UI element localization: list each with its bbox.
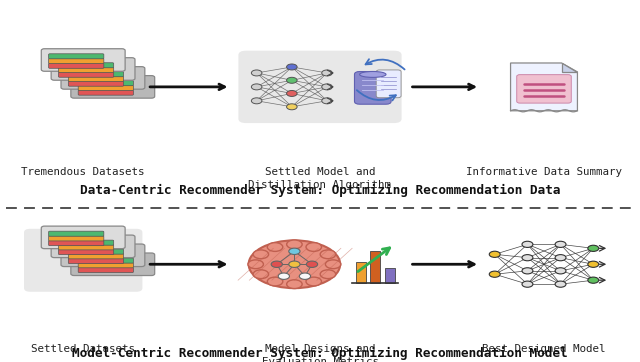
Text: Model Designs and
Evaluation Metrics: Model Designs and Evaluation Metrics [262,344,378,362]
Circle shape [322,70,332,76]
Circle shape [287,280,302,289]
Circle shape [306,243,321,251]
FancyBboxPatch shape [78,85,133,90]
Text: Informative Data Summary: Informative Data Summary [466,167,622,177]
FancyBboxPatch shape [68,76,124,81]
Circle shape [289,261,300,268]
Polygon shape [511,63,577,111]
FancyBboxPatch shape [41,49,125,71]
Circle shape [306,277,321,286]
Circle shape [287,64,297,70]
FancyBboxPatch shape [49,54,104,59]
Circle shape [555,268,566,274]
Circle shape [287,104,297,110]
FancyBboxPatch shape [58,245,114,250]
Ellipse shape [249,240,340,288]
FancyBboxPatch shape [24,229,143,292]
Circle shape [252,98,262,104]
FancyBboxPatch shape [78,263,133,268]
Bar [385,268,395,283]
Text: Best Designed Model: Best Designed Model [483,344,605,354]
FancyBboxPatch shape [49,59,104,64]
FancyBboxPatch shape [49,63,104,68]
Circle shape [287,240,302,249]
FancyBboxPatch shape [68,81,124,86]
FancyBboxPatch shape [68,72,124,77]
FancyBboxPatch shape [49,236,104,241]
Circle shape [588,261,599,268]
FancyBboxPatch shape [239,51,402,123]
Circle shape [588,277,599,283]
Circle shape [252,84,262,90]
FancyBboxPatch shape [58,240,114,245]
Circle shape [300,273,310,279]
Circle shape [253,270,269,279]
FancyBboxPatch shape [78,90,133,95]
Circle shape [522,281,533,287]
Circle shape [278,273,289,279]
Circle shape [322,84,332,90]
Text: Settled Model and
Distillation Algorithm: Settled Model and Distillation Algorithm [248,167,392,190]
FancyBboxPatch shape [376,70,401,98]
Circle shape [489,251,500,257]
Circle shape [522,268,533,274]
Circle shape [522,241,533,248]
Circle shape [268,243,283,251]
FancyBboxPatch shape [49,241,104,246]
Bar [356,262,365,283]
Circle shape [287,77,297,83]
Circle shape [588,245,599,252]
Circle shape [555,241,566,248]
Circle shape [555,281,566,287]
FancyBboxPatch shape [58,249,114,254]
Circle shape [289,248,300,254]
Text: Model-Centric Recommender System: Optimizing Recommendation Model: Model-Centric Recommender System: Optimi… [72,347,568,360]
FancyBboxPatch shape [58,72,114,77]
FancyBboxPatch shape [51,58,135,80]
FancyBboxPatch shape [78,268,133,273]
FancyBboxPatch shape [71,76,155,98]
FancyBboxPatch shape [78,258,133,263]
FancyBboxPatch shape [41,226,125,249]
Circle shape [325,260,341,269]
FancyBboxPatch shape [355,72,391,104]
Circle shape [320,270,335,279]
Text: Settled Datasets: Settled Datasets [31,344,135,354]
FancyBboxPatch shape [61,67,145,89]
FancyBboxPatch shape [58,63,114,68]
Circle shape [287,90,297,96]
Polygon shape [562,63,577,72]
Circle shape [307,261,317,268]
FancyBboxPatch shape [51,235,135,258]
Ellipse shape [360,71,386,77]
FancyBboxPatch shape [61,244,145,266]
Circle shape [320,250,335,259]
FancyBboxPatch shape [516,75,572,103]
FancyBboxPatch shape [68,258,124,264]
Circle shape [252,70,262,76]
FancyBboxPatch shape [68,254,124,259]
Circle shape [522,254,533,261]
Bar [371,251,380,283]
Circle shape [489,271,500,277]
Text: Data-Centric Recommender System: Optimizing Recommendation Data: Data-Centric Recommender System: Optimiz… [80,184,560,197]
Circle shape [248,260,264,269]
Circle shape [271,261,282,268]
FancyBboxPatch shape [78,81,133,86]
FancyBboxPatch shape [49,231,104,236]
FancyBboxPatch shape [71,253,155,275]
FancyBboxPatch shape [58,67,114,72]
Circle shape [555,254,566,261]
Text: Tremendous Datasets: Tremendous Datasets [22,167,145,177]
Circle shape [268,277,283,286]
Circle shape [253,250,269,259]
FancyBboxPatch shape [68,249,124,254]
Circle shape [322,98,332,104]
